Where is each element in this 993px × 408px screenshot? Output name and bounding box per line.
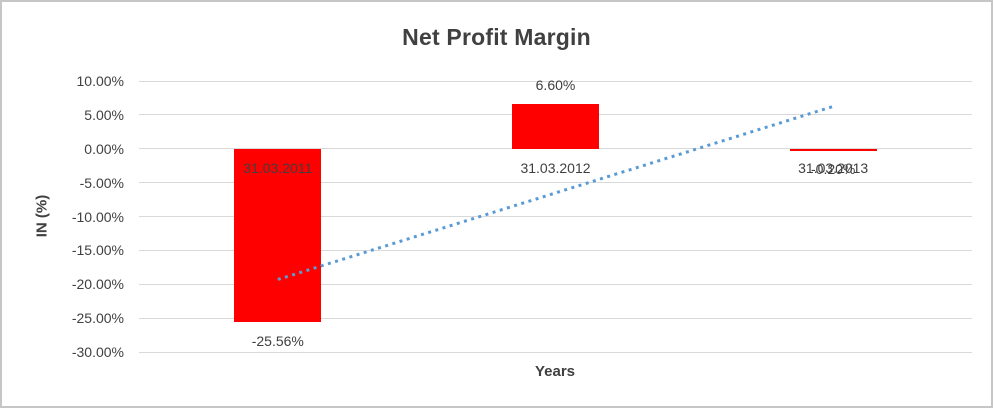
data-label: -0.20% [811,161,856,178]
chart-title: Net Profit Margin [402,24,591,50]
data-label: 6.60% [535,77,576,93]
category-label: 31.03.2011 [243,159,313,176]
y-axis-tick-label: -25.00% [71,310,124,327]
bar-31.03.2013[interactable] [789,148,877,151]
y-axis-tick-label: -30.00% [71,344,124,360]
y-axis-tick-label: 0.00% [84,140,124,157]
gridline [139,351,972,353]
gridline [139,317,972,319]
y-axis-tick-label: -20.00% [71,276,124,293]
y-axis-tick-label: 10.00% [76,73,124,89]
x-axis-title: Years [534,363,576,380]
gridline [139,80,972,82]
y-axis-tick-label: -5.00% [79,174,124,191]
y-axis-tick-label: -10.00% [71,208,124,225]
y-axis-tick-label: 5.00% [84,106,124,123]
gridline [139,283,972,285]
category-label: 31.03.2012 [520,159,591,176]
data-label: -25.56% [251,332,304,349]
bar-31.03.2012[interactable] [512,104,599,149]
y-axis-tick-label: -15.00% [71,242,124,259]
